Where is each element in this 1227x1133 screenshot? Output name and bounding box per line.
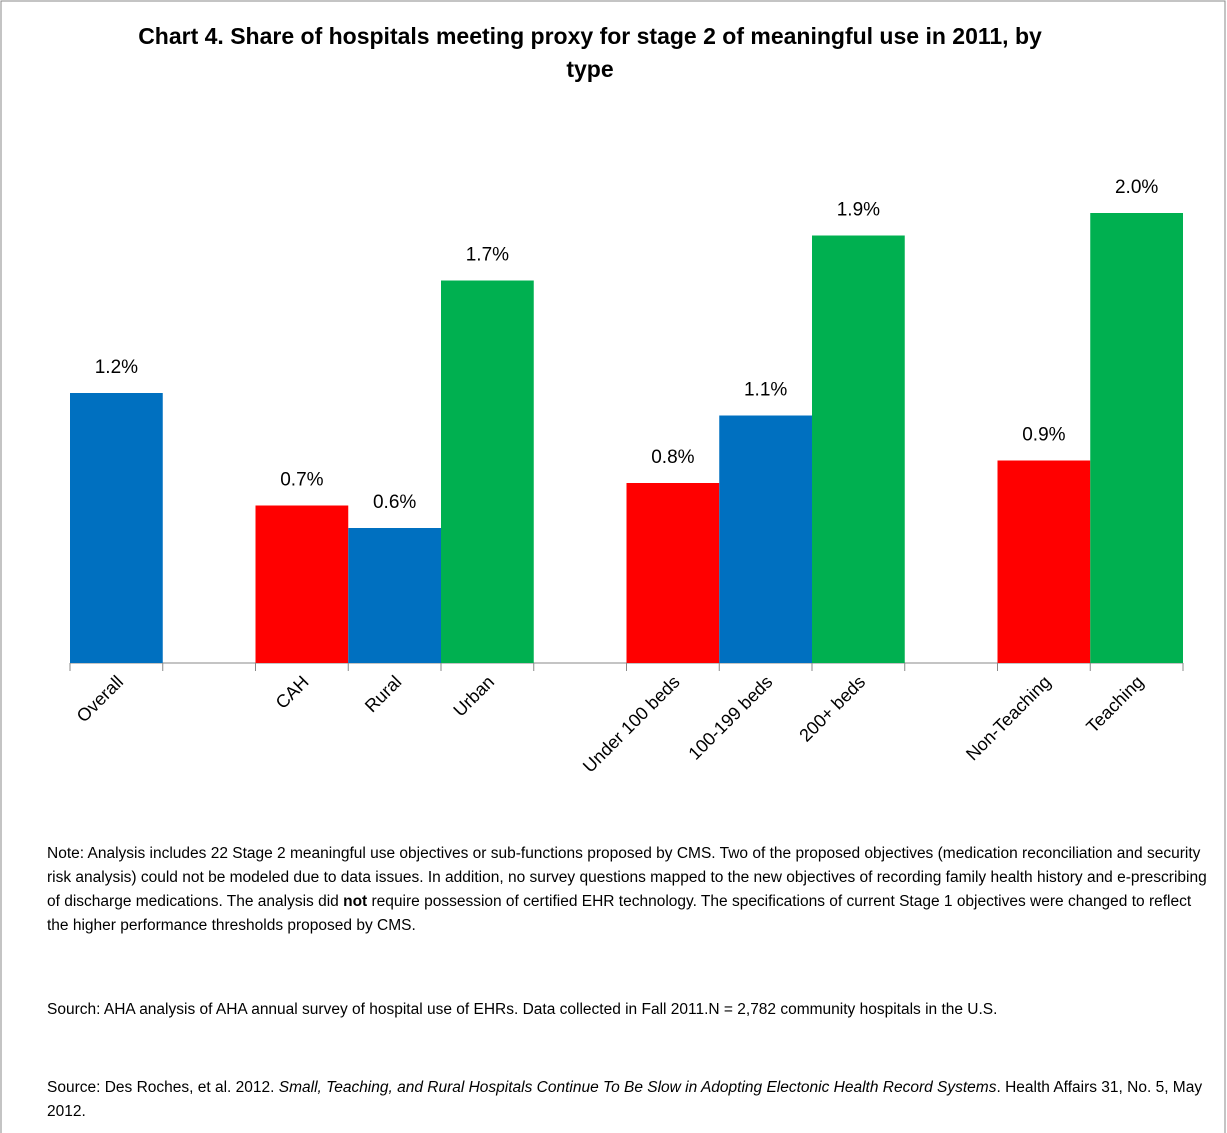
x-tick-label: 100-199 beds <box>684 672 776 764</box>
x-tick-label: 200+ beds <box>795 672 869 746</box>
bar <box>70 393 163 663</box>
x-tick-label: Rural <box>361 672 406 717</box>
x-tick-label: Teaching <box>1082 672 1147 737</box>
note: Note: Analysis includes 22 Stage 2 meani… <box>47 842 1207 938</box>
bar <box>626 483 720 663</box>
data-label: 1.2% <box>95 357 138 378</box>
data-label: 0.7% <box>280 470 323 491</box>
data-label: 1.9% <box>837 200 880 221</box>
data-label: 1.1% <box>744 380 787 401</box>
note-bold: not <box>343 893 368 910</box>
bar <box>441 280 534 663</box>
data-label: 0.8% <box>651 447 694 468</box>
x-tick-label: Urban <box>449 672 498 721</box>
data-label: 0.9% <box>1022 425 1065 446</box>
bar <box>255 505 349 663</box>
note-text: . Health Affairs 31, No. 5, May 2012. <box>47 1079 1203 1120</box>
note-text: Note: Analysis includes 22 Stage 2 meani… <box>47 845 1207 910</box>
x-tick-label: Non-Teaching <box>962 672 1055 765</box>
source-note: Sourch: AHA analysis of AHA annual surve… <box>47 998 1207 1022</box>
bar <box>348 528 441 663</box>
data-label: 1.7% <box>466 245 509 266</box>
x-tick-label: CAH <box>272 672 313 713</box>
data-label: 2.0% <box>1115 177 1158 198</box>
note-text: require possession of certified EHR tech… <box>47 893 1192 934</box>
bar <box>1090 213 1183 663</box>
x-tick-label: Under 100 beds <box>579 672 684 777</box>
chart-title: Chart 4. Share of hospitals meeting prox… <box>138 23 1042 82</box>
source-note: Source: Des Roches, et al. 2012. Small, … <box>47 1076 1207 1124</box>
bar <box>719 415 812 663</box>
x-tick-label: Overall <box>73 672 127 726</box>
note-text: Source: Des Roches, et al. 2012. <box>47 1079 279 1096</box>
data-label: 0.6% <box>373 492 416 513</box>
bar <box>997 460 1091 663</box>
note-text: Sourch: AHA analysis of AHA annual surve… <box>47 1001 998 1018</box>
note-italic: Small, Teaching, and Rural Hospitals Con… <box>278 1079 997 1096</box>
bar <box>812 235 905 663</box>
